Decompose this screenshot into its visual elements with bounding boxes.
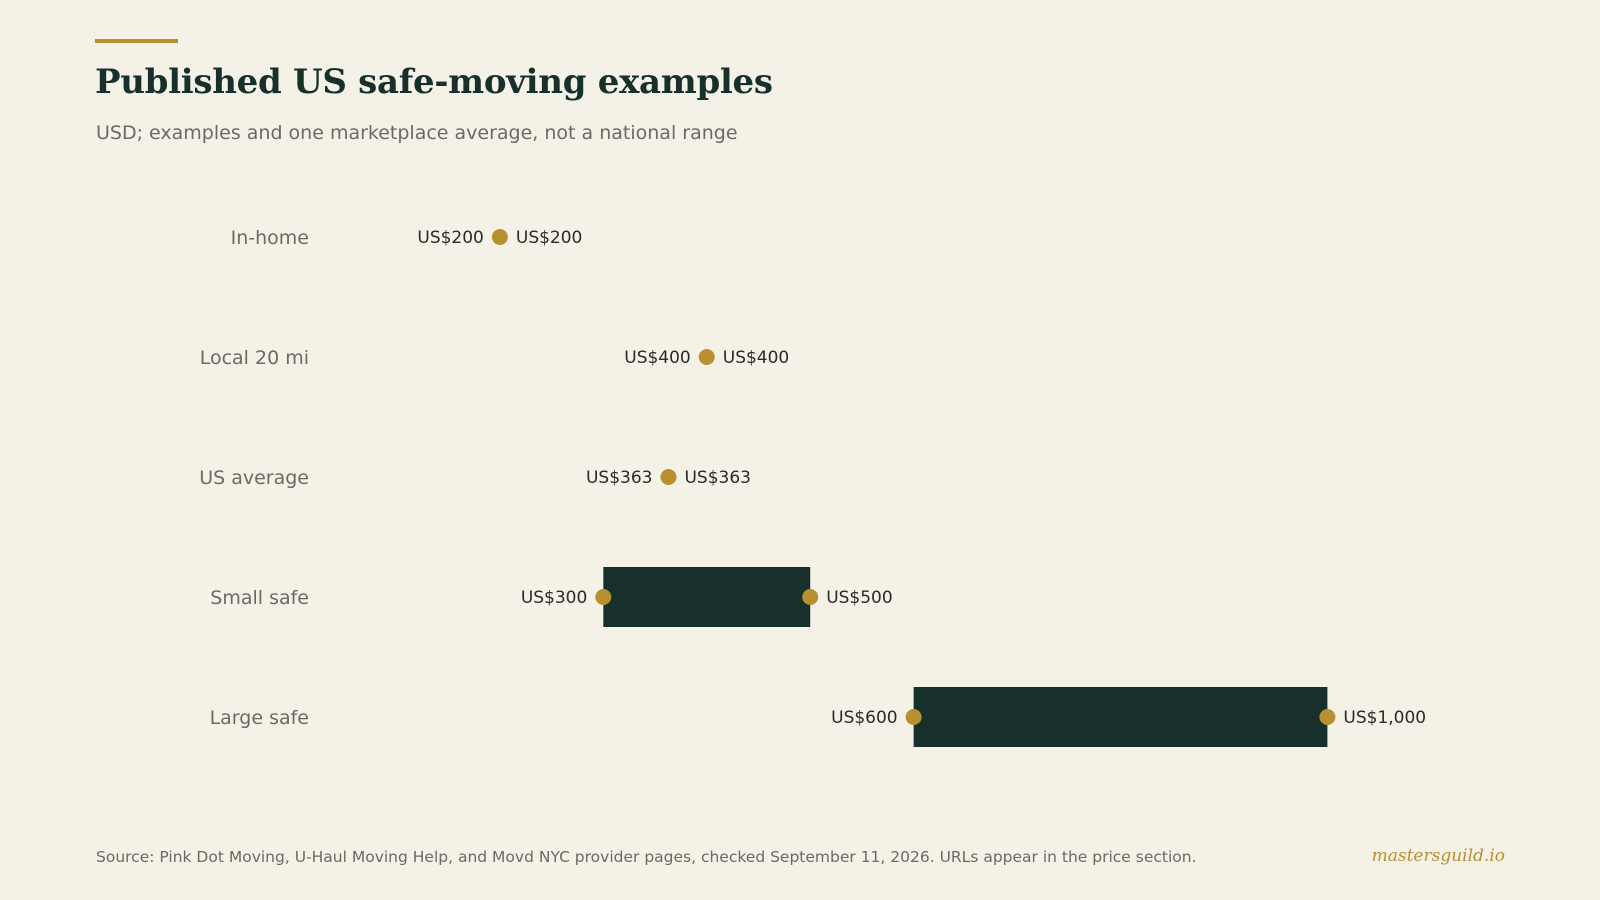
high-point xyxy=(802,589,819,605)
brand-wordmark: mastersguild.io xyxy=(1371,846,1505,866)
low-point xyxy=(595,589,612,605)
range-bar xyxy=(913,687,1328,747)
low-point xyxy=(698,349,715,365)
category-label: Large safe xyxy=(210,707,309,729)
high-value-label: US$363 xyxy=(684,468,751,488)
range-bar xyxy=(603,567,811,627)
high-value-label: US$200 xyxy=(516,228,583,248)
category-label: Small safe xyxy=(210,587,309,609)
low-value-label: US$400 xyxy=(624,348,691,368)
chart-subtitle: USD; examples and one marketplace averag… xyxy=(96,122,738,144)
low-point xyxy=(660,469,677,485)
accent-rule xyxy=(95,39,178,43)
high-point xyxy=(1319,709,1336,725)
high-value-label: US$500 xyxy=(826,588,893,608)
category-label: Local 20 mi xyxy=(200,347,309,369)
low-value-label: US$600 xyxy=(831,708,898,728)
low-point xyxy=(905,709,922,725)
category-label: In-home xyxy=(231,227,309,249)
category-label: US average xyxy=(199,467,309,489)
low-value-label: US$300 xyxy=(521,588,588,608)
low-point xyxy=(491,229,508,245)
low-value-label: US$363 xyxy=(586,468,653,488)
high-value-label: US$400 xyxy=(723,348,790,368)
source-note: Source: Pink Dot Moving, U-Haul Moving H… xyxy=(96,848,1197,866)
high-value-label: US$1,000 xyxy=(1343,708,1426,728)
low-value-label: US$200 xyxy=(417,228,484,248)
chart-title: Published US safe-moving examples xyxy=(95,62,773,102)
